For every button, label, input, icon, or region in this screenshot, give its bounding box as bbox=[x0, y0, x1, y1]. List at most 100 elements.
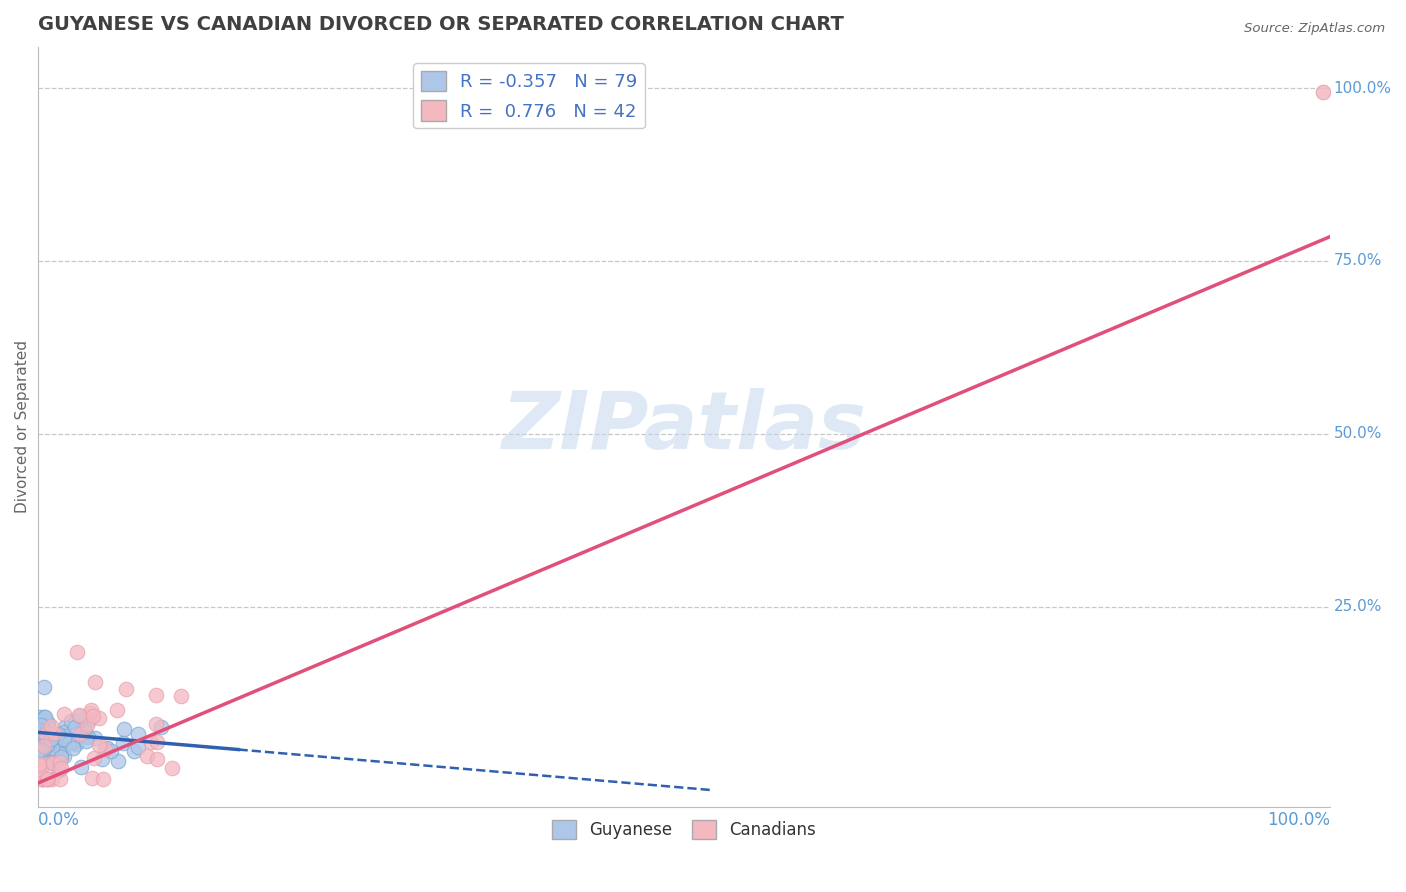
Point bbox=[42, 725, 65, 739]
Point bbox=[53, 748, 76, 763]
Point bbox=[32, 714, 55, 728]
Point bbox=[160, 761, 183, 775]
Point bbox=[37, 739, 59, 754]
Text: 100.0%: 100.0% bbox=[1334, 80, 1392, 95]
Point bbox=[115, 682, 138, 697]
Point bbox=[65, 737, 87, 751]
Point bbox=[53, 739, 76, 754]
Point bbox=[75, 724, 97, 739]
Point bbox=[49, 747, 72, 762]
Point bbox=[77, 730, 100, 744]
Point bbox=[84, 731, 107, 746]
Point bbox=[38, 736, 60, 750]
Point bbox=[32, 745, 55, 759]
Point bbox=[44, 737, 66, 751]
Point bbox=[52, 706, 75, 721]
Point bbox=[48, 764, 70, 778]
Point bbox=[83, 751, 105, 765]
Point bbox=[91, 772, 114, 787]
Point bbox=[28, 714, 51, 728]
Point bbox=[105, 703, 128, 717]
Point bbox=[96, 741, 118, 756]
Point bbox=[31, 731, 53, 745]
Text: ZIPatlas: ZIPatlas bbox=[502, 388, 866, 466]
Point bbox=[37, 772, 59, 787]
Point bbox=[32, 739, 55, 754]
Point bbox=[28, 737, 51, 751]
Point bbox=[53, 729, 76, 743]
Point bbox=[38, 738, 60, 752]
Point bbox=[38, 736, 60, 750]
Point bbox=[145, 735, 167, 749]
Point bbox=[37, 720, 59, 734]
Point bbox=[127, 727, 149, 741]
Point bbox=[145, 717, 167, 731]
Point bbox=[83, 674, 105, 689]
Y-axis label: Divorced or Separated: Divorced or Separated bbox=[15, 341, 30, 514]
Point bbox=[80, 772, 103, 786]
Point bbox=[67, 707, 90, 722]
Text: 50.0%: 50.0% bbox=[1334, 426, 1382, 442]
Point bbox=[62, 735, 84, 749]
Point bbox=[46, 727, 69, 741]
Point bbox=[112, 722, 135, 736]
Text: 100.0%: 100.0% bbox=[1267, 811, 1330, 829]
Point bbox=[34, 710, 56, 724]
Point bbox=[32, 726, 55, 740]
Point bbox=[135, 749, 157, 764]
Point bbox=[150, 721, 173, 735]
Point bbox=[111, 735, 134, 749]
Point bbox=[145, 688, 167, 702]
Point bbox=[69, 760, 91, 774]
Point bbox=[28, 723, 51, 738]
Point bbox=[31, 743, 53, 757]
Point bbox=[48, 733, 70, 747]
Point bbox=[79, 706, 101, 721]
Point bbox=[41, 756, 63, 770]
Point bbox=[45, 744, 67, 758]
Point bbox=[44, 754, 66, 768]
Point bbox=[35, 724, 58, 739]
Point bbox=[34, 726, 56, 740]
Point bbox=[77, 713, 100, 727]
Point bbox=[100, 744, 122, 758]
Point bbox=[76, 718, 98, 732]
Point bbox=[30, 710, 52, 724]
Point bbox=[80, 703, 103, 717]
Point bbox=[91, 751, 114, 765]
Point bbox=[94, 742, 117, 756]
Text: Source: ZipAtlas.com: Source: ZipAtlas.com bbox=[1244, 22, 1385, 36]
Point bbox=[34, 757, 56, 772]
Point bbox=[48, 739, 70, 754]
Point bbox=[170, 689, 193, 703]
Point bbox=[31, 772, 53, 787]
Point bbox=[1312, 85, 1334, 99]
Point bbox=[32, 710, 55, 724]
Point bbox=[52, 725, 75, 739]
Point bbox=[28, 718, 51, 732]
Point bbox=[41, 755, 63, 769]
Point bbox=[122, 744, 145, 758]
Point bbox=[70, 723, 93, 738]
Point bbox=[53, 719, 76, 733]
Point bbox=[48, 755, 70, 769]
Point bbox=[75, 734, 97, 748]
Text: 75.0%: 75.0% bbox=[1334, 253, 1382, 268]
Point bbox=[31, 772, 53, 786]
Point bbox=[39, 755, 62, 769]
Point bbox=[87, 710, 110, 724]
Point bbox=[49, 761, 72, 775]
Point bbox=[34, 735, 56, 749]
Text: 25.0%: 25.0% bbox=[1334, 599, 1382, 614]
Point bbox=[32, 772, 55, 787]
Point bbox=[38, 729, 60, 743]
Point bbox=[27, 756, 49, 771]
Point bbox=[82, 709, 104, 723]
Point bbox=[127, 739, 149, 754]
Point bbox=[146, 752, 169, 766]
Point bbox=[65, 720, 87, 734]
Point bbox=[37, 715, 59, 730]
Point bbox=[89, 738, 111, 752]
Point bbox=[30, 741, 52, 756]
Point bbox=[41, 772, 63, 787]
